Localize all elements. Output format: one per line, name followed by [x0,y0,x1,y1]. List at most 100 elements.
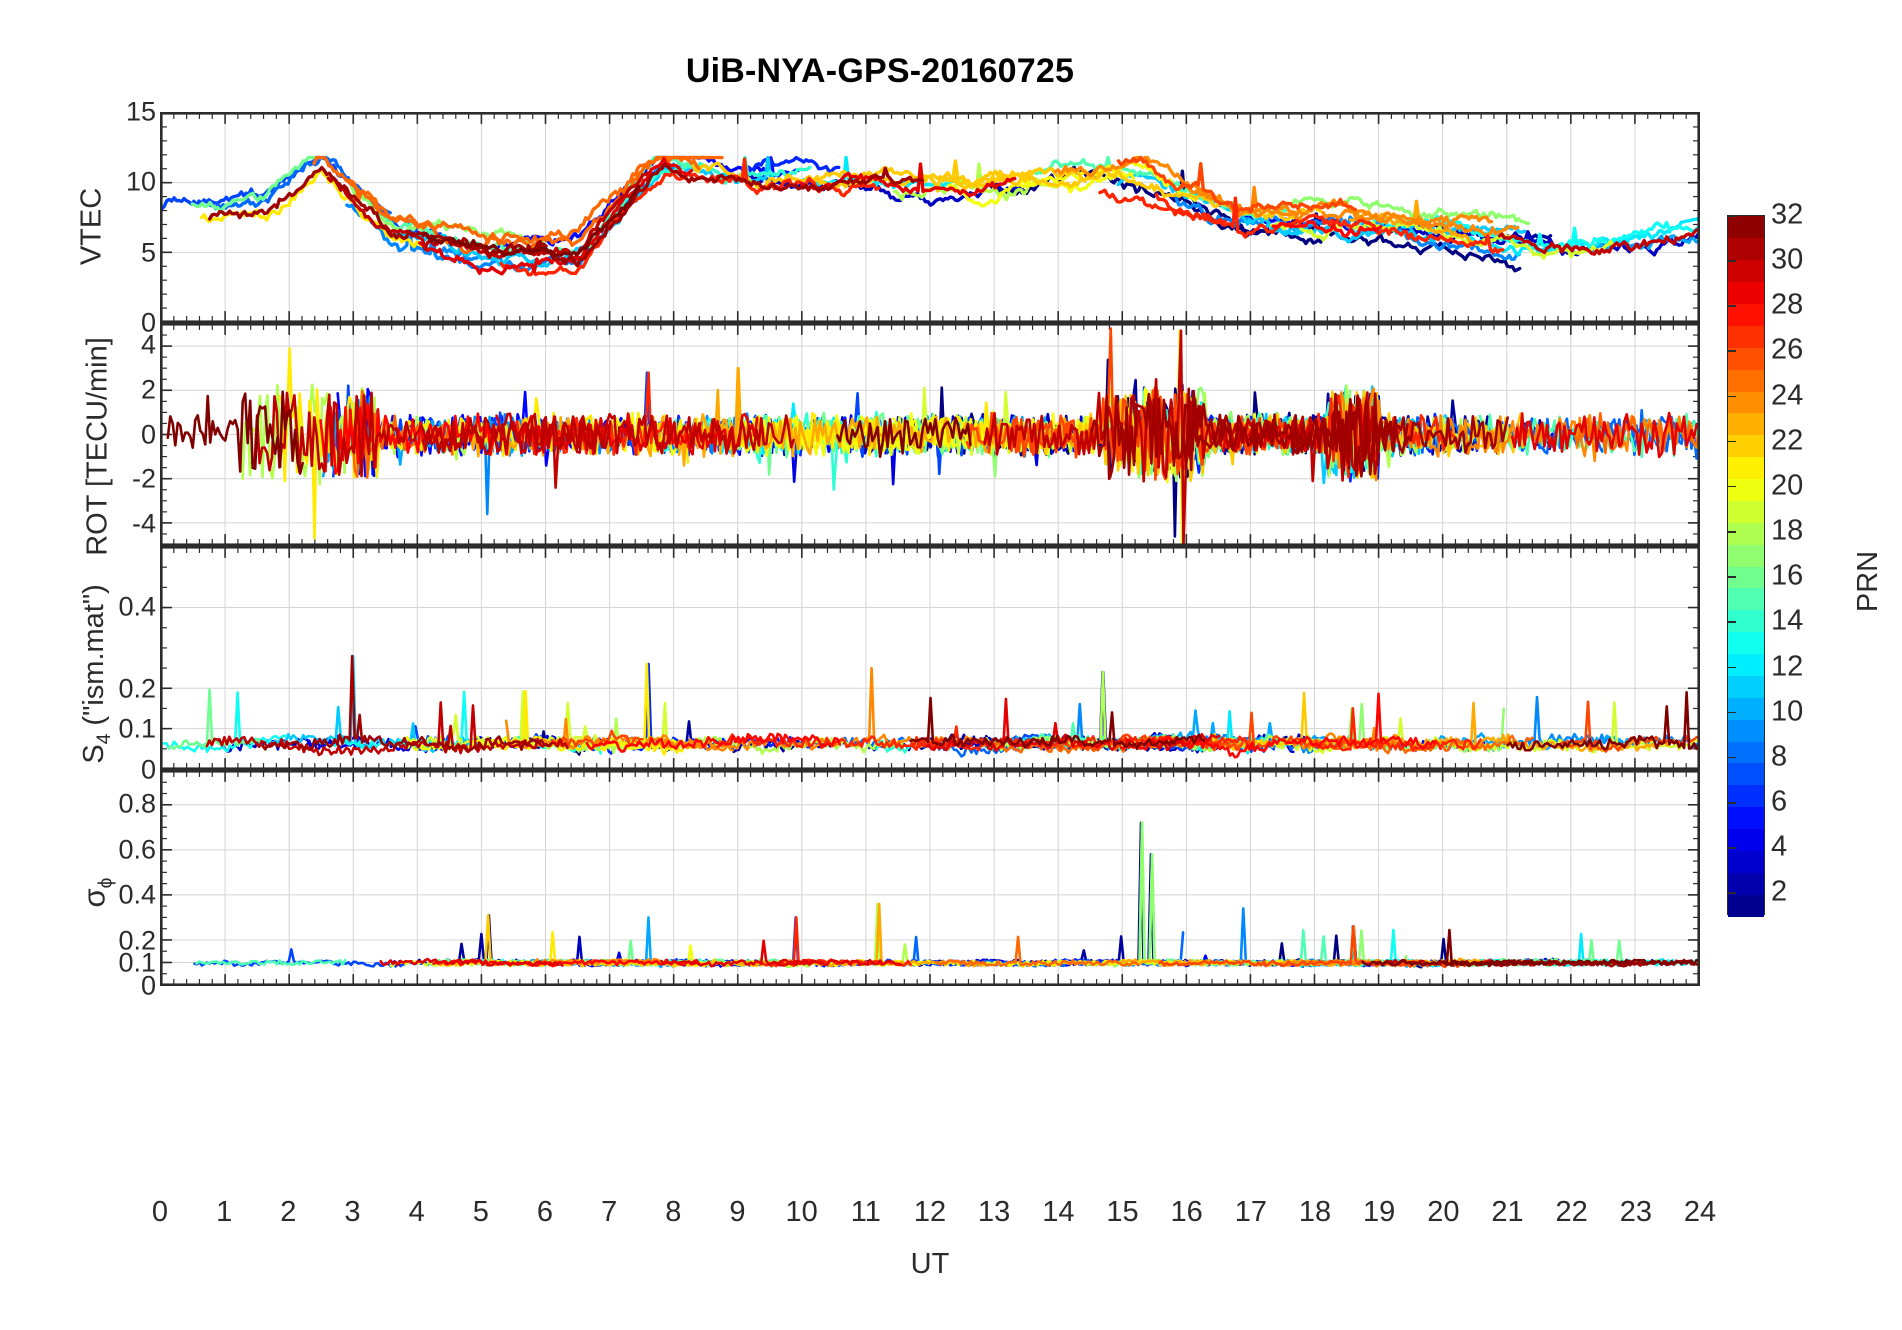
colorbar-swatch [1728,281,1764,305]
x-tick-label: 4 [408,1196,425,1228]
prn-trace [1506,691,1699,752]
x-tick-label: 9 [729,1196,746,1228]
colorbar-tick-label: 14 [1771,604,1804,637]
x-tick-label: 19 [1363,1196,1396,1228]
prn-trace [166,390,304,475]
colorbar-swatch [1728,675,1764,698]
colorbar-tick-label: 32 [1771,198,1804,231]
y-tick-label: 0.6 [118,834,156,865]
prn-trace [772,958,902,967]
prn-trace [1118,821,1408,967]
prn-trace [162,691,288,754]
y-tick-label: 4 [140,329,156,360]
colorbar-tick-label: 20 [1771,469,1804,502]
prn-trace [983,329,1379,545]
colorbar-swatch [1728,587,1764,611]
x-axis-label: UT [910,1248,950,1280]
x-tick-label: 12 [913,1196,947,1228]
y-tick-label: 5 [140,237,156,268]
prn-trace [1119,692,1437,759]
prn-trace [319,402,497,475]
prn-trace [343,155,724,255]
colorbar-swatch [1728,347,1764,370]
prn-trace [736,902,985,968]
prn-trace [195,958,347,967]
sigma-symbol: σ [76,888,112,908]
colorbar-tick-mark [1727,305,1736,307]
x-tick-label: 6 [536,1196,554,1228]
colorbar-tick-mark [1727,215,1736,217]
colorbar-tick-mark [1727,621,1736,623]
y-tick-label: 0.2 [118,673,156,704]
colorbar-swatch [1728,259,1764,283]
x-tick-label: 16 [1170,1196,1203,1228]
colorbar-tick-mark [1727,350,1736,352]
y-tick-label: -4 [131,508,156,539]
x-tick-label: 11 [850,1196,881,1228]
prn-trace [1174,907,1404,967]
colorbar-swatch [1728,434,1764,458]
colorbar-swatch [1728,412,1764,436]
colorbar-gradient [1727,215,1765,917]
prn-trace [836,416,972,459]
y-tick-label: 0 [140,419,156,449]
x-tick-label: 22 [1555,1196,1588,1228]
rot-plot-area [161,324,1699,545]
colorbar-swatch [1728,806,1764,830]
x-tick-label: 2 [280,1196,297,1228]
prn-trace [379,957,564,967]
prn-trace [1321,208,1494,226]
colorbar-tick-mark [1727,892,1736,894]
prn-trace [1314,707,1482,752]
x-tick-label: 17 [1234,1196,1267,1228]
colorbar-swatch [1728,544,1764,567]
x-tick-label: 13 [978,1196,1011,1228]
prn-trace [207,165,548,256]
colorbar-swatch [1728,697,1764,720]
colorbar-swatch [1728,216,1764,239]
colorbar-tick-mark [1727,440,1736,443]
y-tick-label: 0.1 [118,713,156,744]
x-tick-label: 3 [344,1196,361,1228]
colorbar-tick-label: 24 [1771,379,1804,412]
colorbar-tick-label: 12 [1771,650,1804,683]
colorbar-swatch [1728,762,1764,786]
colorbar-prn[interactable]: 2 4 6 8 10 12 14 16 18 20 22 24 26 28 30 32 [1727,199,1803,917]
x-tick-label: 21 [1491,1196,1524,1228]
panel-sigma-phi [160,770,1700,986]
colorbar-tick-mark [1727,711,1736,714]
prn-trace [1053,155,1304,222]
x-tick-label: 10 [785,1196,818,1228]
sigma-phi-plot-area [161,771,1699,985]
colorbar-tick-mark [1727,666,1736,669]
prn-trace [746,155,841,174]
prn-trace [585,732,842,753]
phi-subscript: ϕ [95,877,117,889]
colorbar-swatch [1728,369,1764,392]
x-tick-label: 23 [1619,1196,1652,1228]
colorbar-tick-label: 4 [1771,830,1788,863]
colorbar-swatch [1728,850,1764,873]
x-axis-tick-labels: 0 1 2 3 4 5 6 7 8 9 10 11 12 13 14 15 16 17 18 19 20 21 22 23 24 [152,1196,1716,1240]
colorbar-tick-mark [1727,395,1736,398]
colorbar-tick-label: 6 [1771,785,1788,818]
colorbar-swatch [1728,784,1764,808]
colorbar-tick-mark [1727,756,1736,759]
prn-trace [909,696,1206,751]
prn-trace [421,184,641,258]
colorbar-tick-label: 18 [1771,514,1804,547]
prn-trace [439,913,763,968]
y-tick-label: 10 [125,166,156,197]
colorbar-title: PRN [1852,550,1885,613]
colorbar-tick-label: 2 [1771,875,1788,908]
colorbar-swatch [1728,631,1764,655]
colorbar-swatch [1728,653,1764,676]
x-tick-label: 18 [1298,1196,1332,1228]
prn-trace [528,162,925,268]
colorbar-swatch [1728,609,1764,633]
x-tick-label: 0 [151,1196,169,1228]
x-tick-label: 1 [216,1196,233,1228]
panel-rot [160,323,1700,546]
colorbar-swatch [1728,741,1764,764]
colorbar-swatch [1728,237,1764,261]
